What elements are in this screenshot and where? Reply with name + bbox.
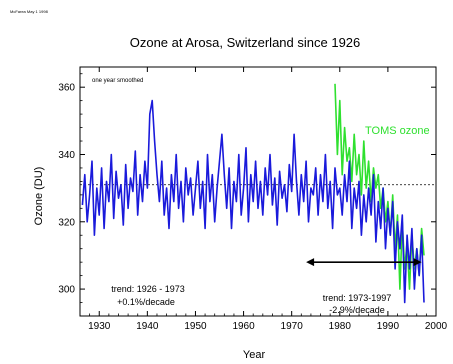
trend-arrow (306, 258, 422, 267)
x-tick-label: 2000 (425, 321, 448, 332)
trend1-value: +0.1%/decade (117, 297, 175, 307)
x-tick-label: 1960 (232, 321, 255, 332)
trend-arrow-head-left (306, 258, 315, 267)
x-axis-title: Year (243, 349, 266, 361)
trend-arrow-head-right (413, 258, 422, 267)
plot-frame (79, 66, 437, 317)
y-tick-label: 360 (58, 83, 75, 94)
series-arosa-line (81, 99, 425, 304)
x-tick-label: 1950 (184, 321, 207, 332)
x-tick-label: 1990 (377, 321, 400, 332)
figure-stamp: McFarea May 1 1998 (10, 9, 48, 14)
smoothing-note: one year smoothed (92, 78, 143, 84)
chart-title: Ozone at Arosa, Switzerland since 1926 (130, 35, 361, 50)
x-axis: 1930 1940 1950 1960 1970 1980 1990 2000 (79, 67, 448, 332)
x-tick-label: 1930 (88, 321, 111, 332)
trend2-label: trend: 1973-1997 (323, 293, 392, 303)
x-tick-label: 1970 (281, 321, 304, 332)
toms-series-label: TOMS ozone (365, 125, 430, 137)
y-tick-label: 320 (58, 217, 75, 228)
x-tick-label: 1940 (136, 321, 159, 332)
y-axis-title: Ozone (DU) (33, 167, 45, 226)
y-tick-label: 340 (58, 150, 75, 161)
y-tick-label: 300 (58, 285, 75, 296)
trend2-value: -2.9%/decade (329, 305, 385, 315)
y-axis: 300 320 340 360 (58, 73, 436, 303)
x-tick-label: 1980 (329, 321, 352, 332)
trend1-label: trend: 1926 - 1973 (111, 284, 185, 294)
series-toms-line (334, 83, 425, 290)
